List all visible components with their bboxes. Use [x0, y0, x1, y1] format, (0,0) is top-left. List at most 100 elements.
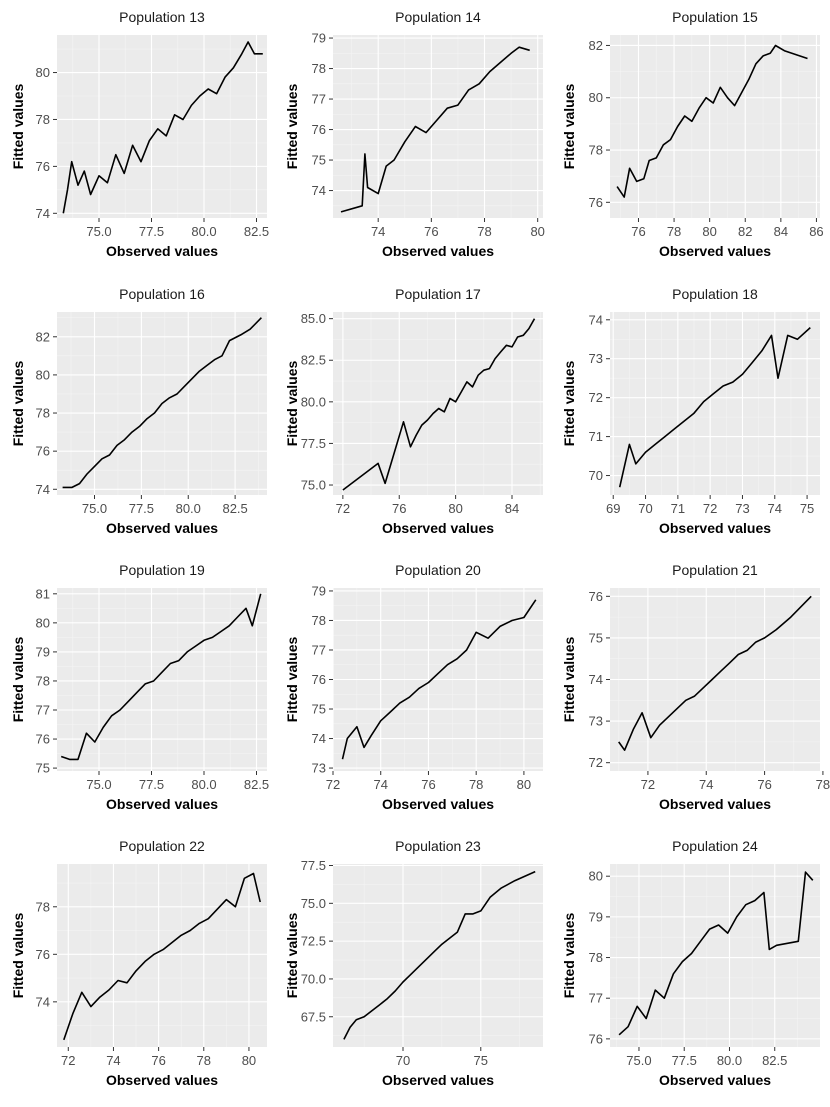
- x-axis-title: Observed values: [659, 243, 771, 259]
- x-tick-label: 76: [424, 224, 438, 239]
- y-axis-title: Fitted values: [284, 637, 300, 723]
- x-tick-label: 84: [505, 501, 519, 516]
- x-tick-label: 80.0: [191, 777, 216, 792]
- series-line: [342, 318, 536, 491]
- y-axis-title: Fitted values: [561, 84, 577, 170]
- y-tick-label: 78: [589, 950, 603, 965]
- y-tick-label: 82.5: [301, 353, 326, 368]
- y-axis-title: Fitted values: [284, 361, 300, 447]
- y-tick-label: 75: [312, 153, 326, 168]
- x-tick-label: 72: [641, 777, 655, 792]
- panel-title: Population 14: [395, 9, 481, 25]
- series-line: [618, 595, 812, 752]
- y-tick-label: 78: [36, 406, 50, 421]
- x-tick-label: 75.0: [86, 777, 111, 792]
- y-tick-label: 79: [589, 909, 603, 924]
- x-tick-label: 77.5: [672, 1053, 697, 1068]
- y-axis-title: Fitted values: [10, 84, 26, 170]
- panel-title: Population 13: [119, 9, 205, 25]
- x-axis-title: Observed values: [106, 796, 218, 812]
- x-tick-label: 78: [197, 1053, 211, 1068]
- y-tick-label: 80: [589, 90, 603, 105]
- x-axis-title: Observed values: [382, 520, 494, 536]
- y-tick-label: 72: [589, 755, 603, 770]
- x-tick-label: 69: [606, 501, 620, 516]
- panel-8: 72 74 76 78 80 73 74 75 76 77 78 79 Population 20 Obs…: [284, 562, 543, 812]
- x-tick-label: 76: [421, 777, 435, 792]
- x-tick-label: 80.0: [176, 501, 201, 516]
- series-line: [616, 44, 808, 198]
- y-axis-title: Fitted values: [561, 913, 577, 999]
- y-tick-label: 78: [36, 899, 50, 914]
- x-tick-label: 77.5: [139, 777, 164, 792]
- y-tick-label: 70: [589, 468, 603, 483]
- x-tick-label: 78: [477, 224, 491, 239]
- x-tick-label: 78: [816, 777, 830, 792]
- y-tick-label: 75: [312, 702, 326, 717]
- panel-title: Population 23: [395, 838, 481, 854]
- y-axis-title: Fitted values: [10, 913, 26, 999]
- y-tick-label: 79: [312, 31, 326, 46]
- y-tick-label: 74: [36, 994, 50, 1009]
- panel-3: 76 78 80 82 84 86 76 78 80 82 Population 15 Observe…: [561, 9, 824, 259]
- y-tick-label: 82: [589, 38, 603, 53]
- panel-background: [57, 864, 267, 1047]
- x-tick-label: 75.0: [82, 501, 107, 516]
- x-tick-label: 70: [396, 1053, 410, 1068]
- y-tick-label: 80: [36, 615, 50, 630]
- series-line: [343, 870, 536, 1040]
- y-tick-label: 77.5: [301, 858, 326, 873]
- panel-7: 75.0 77.5 80.0 82.5 75 76 77 78 79 80 81 Population…: [10, 562, 269, 812]
- y-axis-title: Fitted values: [284, 84, 300, 170]
- y-tick-label: 80: [36, 367, 50, 382]
- x-tick-label: 77.5: [139, 224, 164, 239]
- y-tick-label: 85.0: [301, 311, 326, 326]
- x-tick-label: 82: [738, 224, 752, 239]
- panel-title: Population 16: [119, 286, 205, 302]
- x-tick-label: 80: [530, 224, 544, 239]
- series-line: [618, 327, 811, 488]
- y-tick-label: 73: [312, 761, 326, 776]
- panel-1: 75.0 77.5 80.0 82.5 74 76 78 80 Population 13 Obs…: [10, 9, 269, 259]
- panel-9: 72 74 76 78 72 73 74 75 76 Population 21 Observed …: [561, 562, 830, 812]
- x-tick-label: 80: [517, 777, 531, 792]
- x-tick-label: 74: [699, 777, 713, 792]
- panel-background: [57, 35, 267, 218]
- y-tick-label: 80: [36, 65, 50, 80]
- x-tick-label: 78: [469, 777, 483, 792]
- x-tick-label: 80: [702, 224, 716, 239]
- y-tick-label: 75: [36, 761, 50, 776]
- y-axis-title: Fitted values: [561, 361, 577, 447]
- x-tick-label: 82.5: [244, 777, 269, 792]
- y-tick-label: 76: [36, 444, 50, 459]
- y-tick-label: 74: [36, 206, 50, 221]
- x-tick-label: 78: [667, 224, 681, 239]
- panel-background: [57, 588, 267, 771]
- panel-11: 70 75 67.5 70.0 72.5 75.0 77.5 Population 23 Obs…: [284, 838, 543, 1088]
- y-tick-label: 72: [589, 390, 603, 405]
- series-line: [62, 41, 263, 214]
- y-tick-label: 82: [36, 329, 50, 344]
- x-tick-label: 75.0: [626, 1053, 651, 1068]
- y-tick-label: 73: [589, 351, 603, 366]
- x-tick-label: 75.0: [86, 224, 111, 239]
- x-tick-label: 77.5: [129, 501, 154, 516]
- panel-title: Population 21: [672, 562, 758, 578]
- x-tick-label: 75: [474, 1053, 488, 1068]
- series-line: [60, 593, 262, 761]
- y-tick-label: 81: [36, 586, 50, 601]
- y-tick-label: 75: [589, 630, 603, 645]
- y-axis-title: Fitted values: [561, 637, 577, 723]
- y-tick-label: 78: [312, 613, 326, 628]
- x-axis-title: Observed values: [382, 796, 494, 812]
- y-tick-label: 74: [589, 312, 603, 327]
- y-axis-title: Fitted values: [10, 361, 26, 447]
- x-tick-label: 74: [768, 501, 782, 516]
- y-tick-label: 76: [589, 589, 603, 604]
- y-tick-label: 80.0: [301, 394, 326, 409]
- panel-background: [333, 864, 543, 1047]
- y-tick-label: 77: [36, 703, 50, 718]
- x-tick-label: 72: [336, 501, 350, 516]
- x-axis-title: Observed values: [382, 1072, 494, 1088]
